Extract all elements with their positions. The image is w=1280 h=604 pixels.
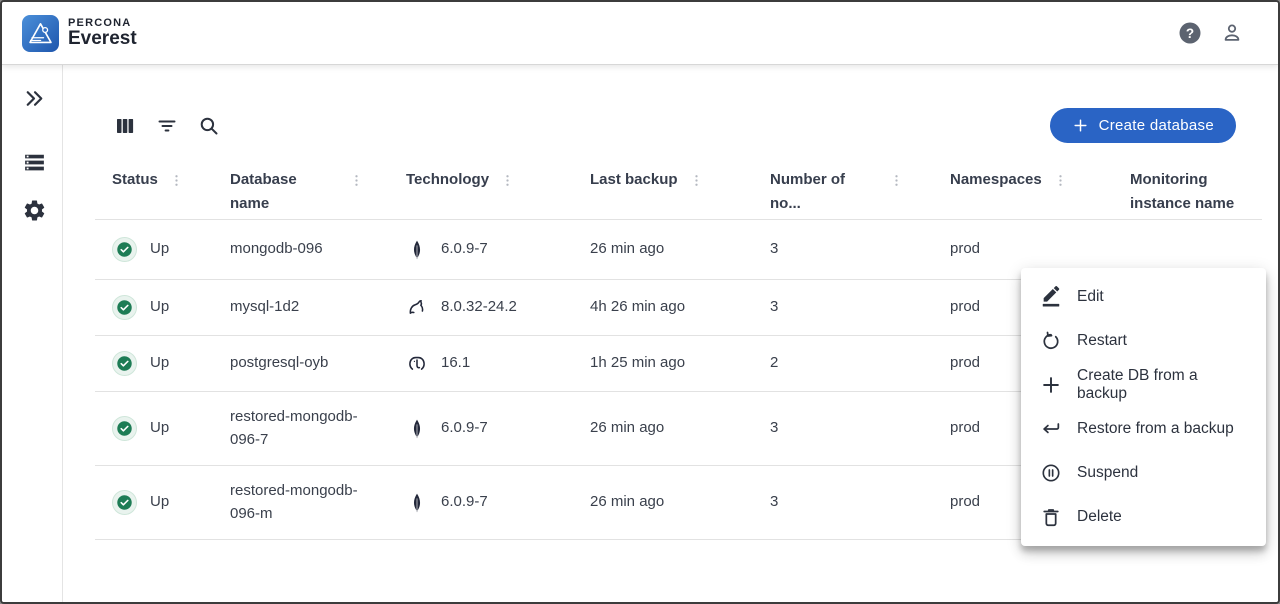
table-row[interactable]: Up restored-mongodb-096-7 6.0.9-7 26 min… [95, 392, 1262, 466]
app-bar: PERCONA Everest [2, 2, 1278, 64]
table-row[interactable]: Up postgresql-oyb 16.1 1h 25 min ago 2 p… [95, 336, 1262, 392]
status-up-icon [112, 416, 137, 441]
status-label: Up [150, 493, 170, 511]
db-version: 8.0.32-24.2 [441, 298, 517, 316]
search-icon[interactable] [196, 113, 222, 139]
menu-item-restore-from-backup[interactable]: Restore from a backup [1021, 407, 1266, 451]
table-row[interactable]: Up mysql-1d2 8.0.32-24.2 4h 26 min ago 3… [95, 280, 1262, 336]
sidebar-item-settings[interactable] [20, 196, 48, 224]
last-backup: 4h 26 min ago [590, 298, 686, 316]
mysql-icon [406, 297, 428, 319]
databases-table: Status Database name Technology Last bac… [95, 157, 1262, 540]
column-header-namespaces[interactable]: Namespaces [950, 171, 1042, 188]
status-label: Up [150, 298, 170, 316]
menu-item-create-db-from-backup[interactable]: Create DB from a backup [1021, 363, 1266, 407]
last-backup: 1h 25 min ago [590, 354, 686, 372]
database-name: mysql-1d2 [230, 298, 300, 316]
namespace: prod [950, 240, 981, 258]
database-name: postgresql-oyb [230, 354, 329, 372]
table-row[interactable]: Up mongodb-096 6.0.9-7 26 min ago 3 prod [95, 220, 1262, 280]
menu-item-restart[interactable]: Restart [1021, 319, 1266, 363]
plus-icon [1040, 374, 1062, 396]
column-menu-icon[interactable] [1052, 172, 1069, 189]
table-header-row: Status Database name Technology Last bac… [95, 157, 1262, 220]
column-menu-icon[interactable] [348, 172, 365, 189]
filter-icon[interactable] [154, 113, 180, 139]
database-name: restored-mongodb-096-7 [230, 408, 358, 448]
last-backup: 26 min ago [590, 493, 665, 511]
column-header-nodes[interactable]: Number of no... [770, 171, 845, 212]
plus-icon [1072, 117, 1089, 134]
sidebar-item-databases[interactable] [20, 148, 48, 176]
node-count: 3 [770, 493, 779, 511]
trash-icon [1040, 506, 1062, 528]
column-header-status[interactable]: Status [112, 171, 158, 188]
column-menu-icon[interactable] [688, 172, 705, 189]
mongodb-icon [406, 492, 428, 514]
namespace: prod [950, 298, 981, 316]
node-count: 2 [770, 354, 779, 372]
status-up-icon [112, 295, 137, 320]
column-menu-icon[interactable] [499, 172, 516, 189]
namespace: prod [950, 354, 981, 372]
last-backup: 26 min ago [590, 240, 665, 258]
status-up-icon [112, 237, 137, 262]
return-icon [1040, 418, 1062, 440]
edit-icon [1040, 286, 1062, 308]
status-up-icon [112, 490, 137, 515]
status-up-icon [112, 351, 137, 376]
appbar-actions [1176, 19, 1246, 47]
db-version: 6.0.9-7 [441, 493, 488, 511]
status-label: Up [150, 354, 170, 372]
column-menu-icon[interactable] [888, 172, 905, 189]
postgresql-icon [406, 353, 428, 375]
column-header-technology[interactable]: Technology [406, 171, 490, 188]
brand-product: Everest [68, 27, 137, 49]
node-count: 3 [770, 240, 779, 258]
mongodb-icon [406, 418, 428, 440]
menu-item-edit[interactable]: Edit [1021, 275, 1266, 319]
create-database-button[interactable]: Create database [1049, 108, 1236, 143]
column-header-last-backup[interactable]: Last backup [590, 171, 678, 188]
status-label: Up [150, 240, 170, 258]
mongodb-icon [406, 239, 428, 261]
table-toolbar [112, 113, 222, 139]
node-count: 3 [770, 298, 779, 316]
db-version: 6.0.9-7 [441, 419, 488, 437]
node-count: 3 [770, 419, 779, 437]
sidebar [2, 64, 63, 602]
row-actions-menu: Edit Restart Create DB from a backup Res… [1021, 268, 1266, 546]
brand: PERCONA Everest [22, 14, 137, 52]
db-version: 16.1 [441, 354, 471, 372]
sidebar-expand-button[interactable] [20, 84, 48, 112]
user-icon[interactable] [1218, 19, 1246, 47]
table-row[interactable]: Up restored-mongodb-096-m 6.0.9-7 26 min… [95, 466, 1262, 540]
namespace: prod [950, 419, 981, 437]
menu-item-delete[interactable]: Delete [1021, 495, 1266, 539]
pause-circle-icon [1040, 462, 1062, 484]
view-columns-icon[interactable] [112, 113, 138, 139]
menu-item-suspend[interactable]: Suspend [1021, 451, 1266, 495]
column-header-monitoring[interactable]: Monitoring instance name [1130, 171, 1235, 212]
database-name: restored-mongodb-096-m [230, 482, 358, 522]
status-label: Up [150, 419, 170, 437]
help-icon[interactable] [1176, 19, 1204, 47]
database-name: mongodb-096 [230, 240, 323, 258]
namespace: prod [950, 493, 981, 511]
percona-logo-icon [22, 14, 59, 52]
brand-company: PERCONA [68, 16, 132, 29]
column-header-database-name[interactable]: Database name [230, 171, 297, 212]
db-version: 6.0.9-7 [441, 240, 488, 258]
restart-icon [1040, 330, 1062, 352]
column-menu-icon[interactable] [168, 172, 185, 189]
last-backup: 26 min ago [590, 419, 665, 437]
